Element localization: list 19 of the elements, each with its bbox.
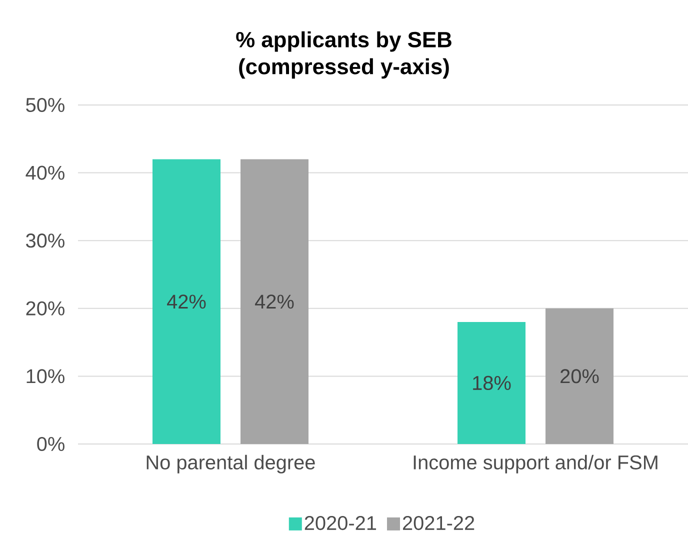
data-label: 42%: [255, 294, 294, 309]
bar: [152, 159, 220, 444]
legend-label: 2020-21: [304, 516, 376, 530]
data-label: 20%: [560, 369, 599, 384]
y-tick-label: 20%: [26, 301, 64, 316]
x-tick-label: Income support and/or FSM: [414, 454, 658, 474]
bar: [458, 322, 526, 444]
y-tick-label: 0%: [37, 436, 64, 452]
data-label: 42%: [167, 294, 206, 309]
bar: [546, 308, 614, 444]
bar: [240, 159, 309, 444]
y-tick-label: 50%: [26, 98, 64, 112]
data-label: 18%: [473, 376, 511, 390]
x-tick-label: No parental degree: [146, 454, 315, 474]
y-tick-label: 40%: [26, 166, 64, 180]
legend-label: 2021-22: [402, 516, 474, 530]
y-tick-label: 10%: [26, 369, 64, 384]
chart-title: % applicants by SEB (compressed y-axis): [236, 31, 452, 79]
y-tick-label: 30%: [26, 234, 64, 248]
